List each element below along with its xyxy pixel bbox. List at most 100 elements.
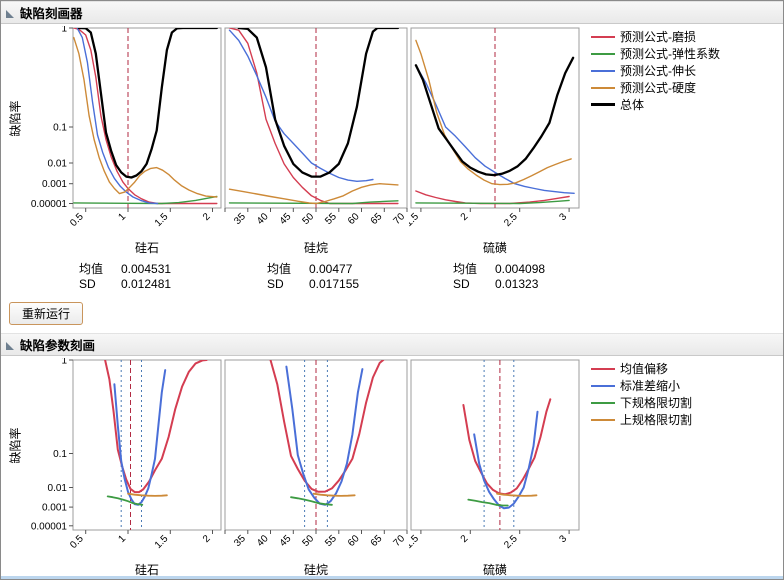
series-line xyxy=(269,360,385,493)
legend-label: 预测公式-伸长 xyxy=(620,64,696,78)
series-line xyxy=(106,495,144,506)
y-tick-label: 1 xyxy=(61,358,67,367)
sd-label: SD xyxy=(79,277,96,291)
legend-line-swatch xyxy=(591,401,615,404)
series-line xyxy=(290,496,333,506)
x-tick-label: 3 xyxy=(558,533,570,545)
y-tick-label: 0.01 xyxy=(48,483,68,494)
series-line xyxy=(228,29,374,183)
y-tick-label: 0.001 xyxy=(42,179,67,190)
sd-label: SD xyxy=(453,277,470,291)
series-line xyxy=(415,64,575,195)
series-line xyxy=(414,56,575,177)
panel-header-defect-parametric[interactable]: 缺陷参数刻画 xyxy=(1,333,783,356)
x-tick-label: 0.5 xyxy=(68,211,86,229)
x-tick-label: 3 xyxy=(558,211,570,223)
legend-item-1: 预测公式-弹性系数 xyxy=(591,45,720,62)
disclosure-triangle-icon[interactable] xyxy=(6,9,14,18)
plot-frame xyxy=(72,27,222,209)
x-tick-label: 60 xyxy=(346,533,362,549)
series-line xyxy=(104,360,208,494)
mean-value: 0.004098 xyxy=(495,262,546,276)
stats-silica: 均值 0.004531 SD 0.012481 xyxy=(23,262,223,292)
series-line xyxy=(228,28,399,205)
y-tick-label: 0.00001 xyxy=(31,521,68,532)
series-line xyxy=(462,398,552,496)
y-tick-label: 0.00001 xyxy=(31,199,68,210)
x-tick-label: 1.5 xyxy=(153,533,171,551)
series-line xyxy=(415,39,572,186)
profiler-plot-silane[interactable]: 30 35 40 45 50 55 60 65 70 硅烷 xyxy=(223,26,409,260)
legend-label: 预测公式-硬度 xyxy=(620,81,696,95)
parametric-plot-silane[interactable]: 30 35 40 45 50 55 60 65 70 硅烷 xyxy=(223,358,409,582)
series-line xyxy=(312,492,356,497)
mean-label: 均值 xyxy=(267,262,292,276)
sd-label: SD xyxy=(267,277,284,291)
y-tick-label: 1 xyxy=(61,26,67,35)
legend-line-swatch xyxy=(591,418,615,421)
y-axis-title: 缺陷率 xyxy=(7,358,23,532)
defect-profiler-charts-row: 缺陷率 0.5 1 1.5 2 硅石 1 0.1 0.01 0.001 0.00001 30 35 4… xyxy=(1,26,783,260)
x-tick-label: 35 xyxy=(232,211,248,227)
rerun-button[interactable]: 重新运行 xyxy=(9,302,84,325)
series-line xyxy=(228,182,399,205)
disclosure-triangle-icon[interactable] xyxy=(6,341,14,350)
stats-sulfur: 均值 0.004098 SD 0.01323 xyxy=(409,262,581,292)
legend-item-4: 总体 xyxy=(591,96,720,113)
legend-label: 预测公式-弹性系数 xyxy=(620,47,720,61)
x-tick-label: 50 xyxy=(300,533,316,549)
series-line xyxy=(473,410,539,510)
x-tick-label: 40 xyxy=(255,211,271,227)
x-axis-title: 硅烷 xyxy=(304,241,328,255)
x-axis-title: 硫磺 xyxy=(483,240,507,255)
x-tick-label: 2 xyxy=(201,211,213,223)
x-tick-label: 70 xyxy=(391,211,407,227)
legend-item-1: 标准差缩小 xyxy=(591,377,692,394)
mean-value: 0.00477 xyxy=(309,262,353,276)
legend-line-swatch xyxy=(591,35,615,38)
series-line xyxy=(113,369,167,506)
plot-frame xyxy=(72,359,222,531)
x-axis-title: 硅烷 xyxy=(304,563,328,577)
sd-value: 0.01323 xyxy=(495,277,539,291)
series-line xyxy=(496,492,538,497)
legend-line-swatch xyxy=(591,86,615,89)
mean-value: 0.004531 xyxy=(121,262,172,276)
x-tick-label: 65 xyxy=(369,211,385,227)
x-tick-label: 1 xyxy=(116,533,128,545)
legend-line-swatch xyxy=(591,52,615,55)
window-bottom-edge xyxy=(1,576,783,579)
series-line xyxy=(127,492,168,497)
series-line xyxy=(77,28,218,179)
x-tick-label: 55 xyxy=(323,211,339,227)
x-tick-label: 70 xyxy=(391,533,407,549)
y-tick-label: 0.001 xyxy=(42,503,67,514)
profiler-plot-sulfur[interactable]: 1.5 2 2.5 3 硫磺 xyxy=(409,26,581,260)
legend-item-0: 均值偏移 xyxy=(591,360,692,377)
y-axis-title-text: 缺陷率 xyxy=(8,426,23,464)
panel-header-defect-profiler[interactable]: 缺陷刻画器 xyxy=(1,1,783,24)
legend-line-swatch xyxy=(591,69,615,72)
y-tick-label: 0.1 xyxy=(53,123,67,134)
x-tick-label: 35 xyxy=(232,533,248,549)
sd-value: 0.012481 xyxy=(121,277,172,291)
parametric-plot-silica[interactable]: 0.5 1 1.5 2 硅石 1 0.1 0.01 0.001 0.00001 xyxy=(23,358,223,582)
x-tick-label: 50 xyxy=(300,211,316,227)
x-tick-label: 2 xyxy=(459,211,471,223)
mean-label: 均值 xyxy=(453,262,478,276)
x-tick-label: 2.5 xyxy=(502,211,520,229)
button-row: 重新运行 xyxy=(9,302,783,325)
series-line xyxy=(467,498,509,507)
legend-label: 标准差缩小 xyxy=(620,379,681,393)
x-tick-label: 1.5 xyxy=(409,533,421,551)
y-tick-label: 0.1 xyxy=(53,449,67,460)
profiler-plot-silica[interactable]: 0.5 1 1.5 2 硅石 1 0.1 0.01 0.001 0.00001 xyxy=(23,26,223,260)
parametric-plot-sulfur[interactable]: 1.5 2 2.5 3 硫磺 xyxy=(409,358,581,582)
series-line xyxy=(73,36,218,198)
stats-silane: 均值 0.00477 SD 0.017155 xyxy=(223,262,409,292)
series-line xyxy=(73,28,218,205)
legend-line-swatch xyxy=(591,103,615,106)
y-axis-title-text: 缺陷率 xyxy=(8,99,23,137)
x-tick-label: 1.5 xyxy=(409,211,421,229)
series-line xyxy=(73,195,218,205)
